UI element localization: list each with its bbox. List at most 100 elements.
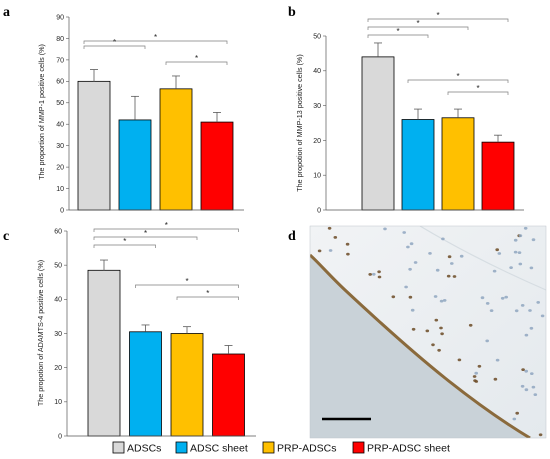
legend: ADSCs ADSC sheet PRP-ADSCs PRP-ADSC shee… [112, 441, 450, 455]
panel-b-y-tick-label-3: 30 [313, 103, 321, 110]
legend-swatch-adscs [112, 441, 125, 454]
panel-c-letter: c [3, 229, 9, 244]
chondrocyte-nucleus-14 [452, 275, 457, 278]
panel-c-significance-star-0: * [123, 237, 126, 246]
panel-c-y-tick-label-1: 10 [54, 399, 62, 406]
panel-c-significance-bracket-4 [176, 296, 239, 300]
legend-swatch-prp-adsc-sheet [352, 441, 365, 454]
panel-b-chart: b The propotion of MMP-13 positive cells… [288, 5, 524, 214]
panel-b-y-tick-label-2: 20 [313, 138, 321, 145]
chondrocyte-nucleus-77 [333, 236, 338, 239]
chondrocyte-nucleus-39 [431, 343, 435, 347]
chondrocyte-nucleus-75 [437, 348, 441, 352]
panel-b-significance-bracket-3 [407, 79, 509, 83]
panel-a-letter: a [3, 5, 10, 20]
chondrocyte-nucleus-3 [474, 371, 479, 375]
chondrocyte-nucleus-40 [485, 302, 490, 305]
chondrocyte-nucleus-34 [538, 433, 543, 437]
tissue-fold-line [419, 226, 546, 291]
chondrocyte-nucleus-45 [518, 234, 523, 238]
legend-item-prp-adsc-sheet: PRP-ADSC sheet [352, 441, 450, 455]
chondrocyte-nucleus-25 [441, 237, 445, 241]
chondrocyte-nucleus-8 [504, 295, 509, 299]
chondrocyte-nucleus-54 [406, 245, 410, 249]
panel-c-significance-bracket-2 [93, 228, 239, 232]
chondrocyte-nucleus-36 [459, 254, 464, 258]
panel-d-letter: d [288, 229, 296, 244]
panel-c-y-tick-label-5: 50 [54, 263, 62, 270]
chondrocyte-nucleus-22 [327, 226, 332, 230]
panel-b-significance-star-3: * [456, 72, 459, 81]
chondrocyte-nucleus-5 [497, 252, 502, 255]
panel-a-y-tick-label-1: 10 [56, 186, 64, 193]
chondrocyte-nucleus-74 [530, 372, 534, 375]
chondrocyte-nucleus-51 [450, 262, 454, 265]
panel-c-y-axis-label: The propotion of ADAMTS-4 positive cells… [36, 260, 45, 406]
chondrocyte-nucleus-66 [434, 318, 439, 322]
micrograph-image [310, 226, 546, 438]
panel-c-significance-bracket-1 [93, 236, 198, 240]
chondrocyte-nucleus-15 [457, 358, 462, 362]
chondrocyte-nucleus-79 [493, 377, 498, 381]
panel-b-bar-prp-adsc-sheet [481, 141, 515, 211]
panel-a-y-tick-label-6: 60 [56, 79, 64, 86]
chondrocyte-nucleus-58 [425, 329, 430, 333]
chondrocyte-nucleus-27 [317, 249, 322, 253]
panel-a-y-tick-label-2: 20 [56, 165, 64, 172]
panel-b-significance-star-0: * [396, 27, 399, 36]
chondrocyte-nucleus-55 [524, 388, 529, 392]
chondrocyte-nucleus-64 [495, 248, 500, 252]
panel-b-significance-bracket-1 [367, 26, 469, 30]
chondrocyte-nucleus-63 [492, 269, 497, 273]
panel-a-significance-star-0: * [113, 38, 116, 47]
panel-a-significance-bracket-1 [83, 40, 228, 44]
chondrocyte-nucleus-73 [518, 262, 523, 266]
chondrocyte-nucleus-81 [346, 252, 350, 256]
chondrocyte-nucleus-4 [468, 323, 473, 327]
chondrocyte-nucleus-68 [446, 274, 451, 278]
panel-c-significance-bracket-3 [135, 284, 239, 288]
chondrocyte-nucleus-44 [521, 368, 525, 371]
panel-a-y-tick-label-4: 40 [56, 122, 64, 129]
chondrocyte-nucleus-41 [435, 268, 440, 272]
panel-a-significance-bracket-2 [165, 61, 228, 65]
panel-b-significance-bracket-2 [367, 18, 509, 22]
panel-a-y-tick-label-7: 70 [56, 57, 64, 64]
chondrocyte-nucleus-43 [409, 242, 414, 246]
panel-a-y-tick-label-0: 0 [60, 207, 64, 214]
panel-c-bar-adsc-sheet [129, 331, 162, 437]
panel-b-significance-bracket-0 [367, 34, 429, 38]
panel-a-bar-prp-adscs [159, 88, 193, 211]
chondrocyte-nucleus-82 [531, 238, 536, 242]
panel-b-letter: b [288, 5, 296, 20]
panel-c-significance-star-4: * [206, 289, 209, 298]
panel-c-bar-adscs [87, 269, 121, 437]
legend-item-adsc-sheet: ADSC sheet [175, 441, 248, 455]
panel-a-bar-adsc-sheet [118, 119, 152, 211]
panel-c-bar-prp-adscs [170, 333, 204, 437]
chondrocyte-nucleus-56 [533, 393, 538, 396]
chondrocyte-nucleus-21 [520, 384, 525, 388]
chondrocyte-nucleus-70 [513, 250, 518, 254]
chondrocyte-nucleus-46 [328, 249, 333, 252]
chondrocyte-nucleus-16 [528, 309, 532, 312]
panel-c-y-tick-label-4: 40 [54, 297, 62, 304]
panel-a-y-tick-label-3: 30 [56, 143, 64, 150]
panel-c-y-tick-label-6: 60 [54, 228, 62, 235]
chondrocyte-nucleus-32 [480, 296, 485, 300]
panel-b-bar-prp-adscs [441, 117, 475, 211]
legend-label-adsc-sheet: ADSC sheet [190, 443, 248, 455]
panel-a-bar-prp-adsc-sheet [200, 121, 234, 211]
chondrocyte-nucleus-49 [489, 309, 494, 312]
chondrocyte-nucleus-72 [402, 231, 407, 234]
micrograph-frame [309, 225, 547, 439]
chondrocyte-nucleus-12 [404, 285, 408, 289]
panel-b-y-tick-label-1: 10 [313, 173, 321, 180]
panel-b-bar-adsc-sheet [401, 119, 435, 211]
chondrocyte-nucleus-37 [529, 326, 534, 330]
chondrocyte-nucleus-11 [524, 333, 529, 337]
panel-c-significance-bracket-0 [93, 244, 156, 248]
panel-d-micrograph: d [288, 225, 547, 439]
chondrocyte-nucleus-13 [408, 295, 413, 299]
